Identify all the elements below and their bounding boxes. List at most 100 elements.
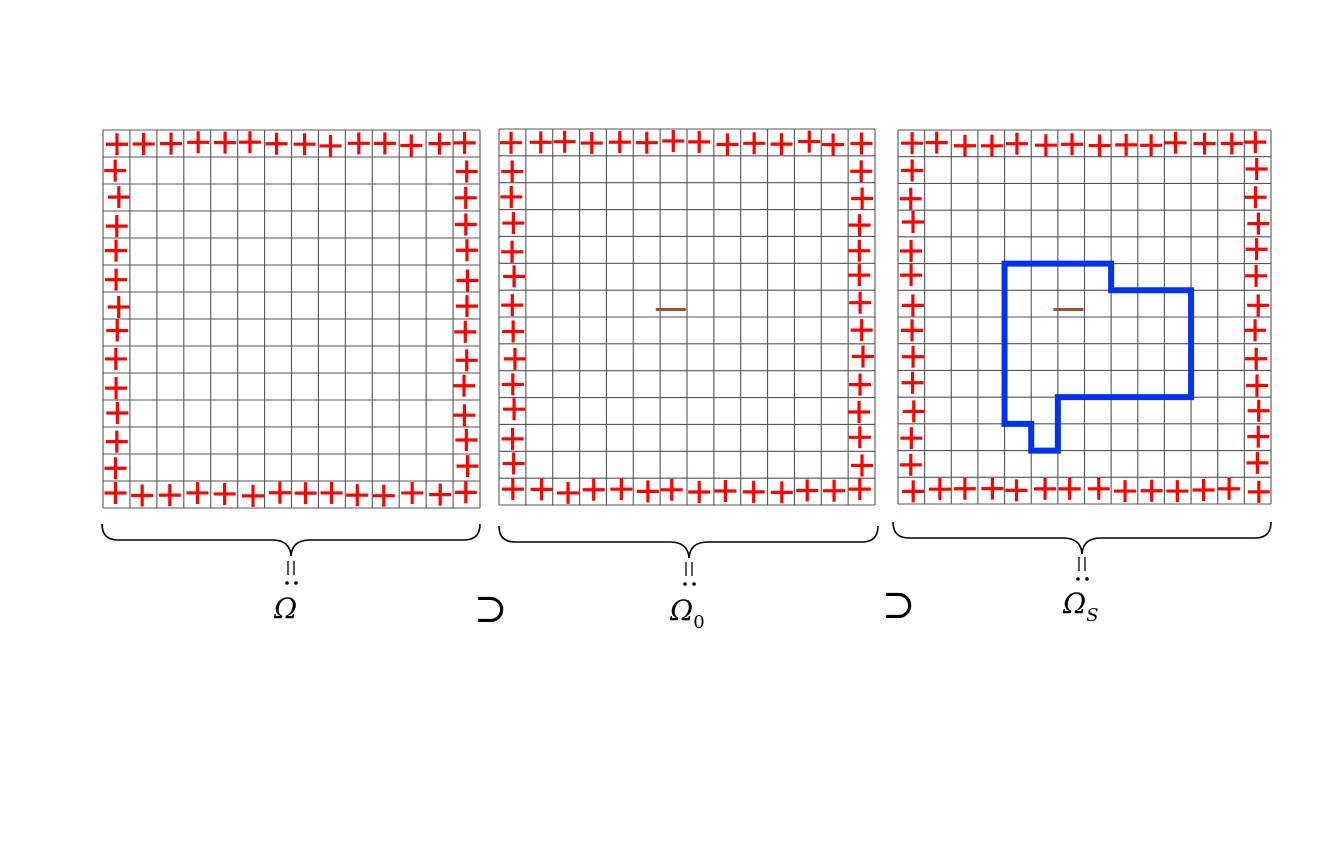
plus-marker [899,187,922,210]
plus-marker [501,240,524,263]
plus-marker [1244,131,1267,154]
plus-marker [1247,212,1270,235]
plus-marker [1088,134,1111,157]
plus-marker [1247,399,1270,422]
plus-marker [900,264,923,287]
plus-marker [770,481,793,504]
plus-marker [580,132,603,155]
plus-marker [530,478,553,501]
panel-omegaS [897,129,1272,505]
label-omega: Ω [273,592,297,625]
plus-marker [501,478,524,501]
plus-marker [105,239,128,262]
plus-marker [1247,480,1270,503]
plus-marker [454,320,477,343]
brace-omega [101,523,481,557]
plus-marker [1034,477,1057,500]
plus-marker [1166,480,1189,503]
plus-marker [456,269,479,292]
plus-marker [849,373,872,396]
plus-marker [553,130,576,153]
plus-marker [320,481,343,504]
plus-marker [265,132,288,155]
plus-marker [106,401,129,424]
plus-marker [1058,477,1081,500]
plus-marker [716,133,739,156]
plus-marker [1164,131,1187,154]
plus-marker [714,480,737,503]
boundary-plus-omega [104,131,479,507]
plus-marker [453,131,476,154]
plus-marker [660,478,683,501]
plus-marker [850,132,873,155]
plus-marker [900,427,923,450]
plus-marker [501,373,524,396]
plus-marker [1087,477,1110,500]
plus-marker [347,132,370,155]
label-omegaS-sub: S [1086,605,1098,626]
plus-marker [372,484,395,507]
plus-marker [107,295,130,318]
plus-marker [688,130,711,153]
plus-marker [557,481,580,504]
plus-marker [500,185,523,208]
equals-omega [285,561,298,585]
plus-marker [241,484,264,507]
plus-marker [373,132,396,155]
plus-marker [850,319,873,342]
plus-marker [1193,132,1216,155]
plus-marker [901,371,924,394]
boundary-plus-omegaS [899,131,1270,503]
grid-omega [102,129,481,509]
plus-marker [928,478,951,501]
plus-marker [848,264,871,287]
plus-marker [503,265,526,288]
plus-marker [1220,132,1243,155]
brace-omega0 [498,525,879,559]
plus-marker [132,133,155,156]
plus-marker [160,132,183,155]
plus-marker [902,400,925,423]
panel-omega0 [498,128,876,506]
plus-marker [428,132,451,155]
plus-marker [1245,158,1268,181]
plus-marker [293,133,316,156]
label-omega0-main: Ω [669,594,693,627]
panels-layer [102,128,1272,509]
plus-marker [662,130,685,153]
plus-marker [454,213,477,236]
plus-marker [213,482,236,505]
plus-marker [107,186,130,209]
plus-marker [503,398,526,421]
plus-marker [105,430,128,453]
plus-marker [501,160,524,183]
plus-marker [453,374,476,397]
plus-marker [850,454,873,477]
plus-marker [455,160,478,183]
superset-2: ⊃ [882,582,916,628]
plus-marker [104,159,127,182]
plus-marker [902,480,925,503]
plus-marker [105,268,128,291]
plus-marker [848,426,871,449]
plus-marker [901,159,924,182]
plus-marker [1140,134,1163,157]
plus-marker [455,239,478,262]
plus-marker [742,480,765,503]
plus-marker [1245,347,1268,370]
plus-marker [501,294,524,317]
plus-marker [453,404,476,427]
plus-marker [400,134,423,157]
region-outline [1001,260,1195,454]
plus-marker [1247,425,1270,448]
plus-marker [925,131,948,154]
plus-marker [1245,264,1268,287]
plus-marker [214,131,237,154]
plus-marker [502,452,525,475]
plus-marker [502,212,525,235]
plus-marker [106,319,129,342]
plus-marker [900,239,923,262]
plus-marker [104,347,127,370]
plus-marker [501,427,524,450]
